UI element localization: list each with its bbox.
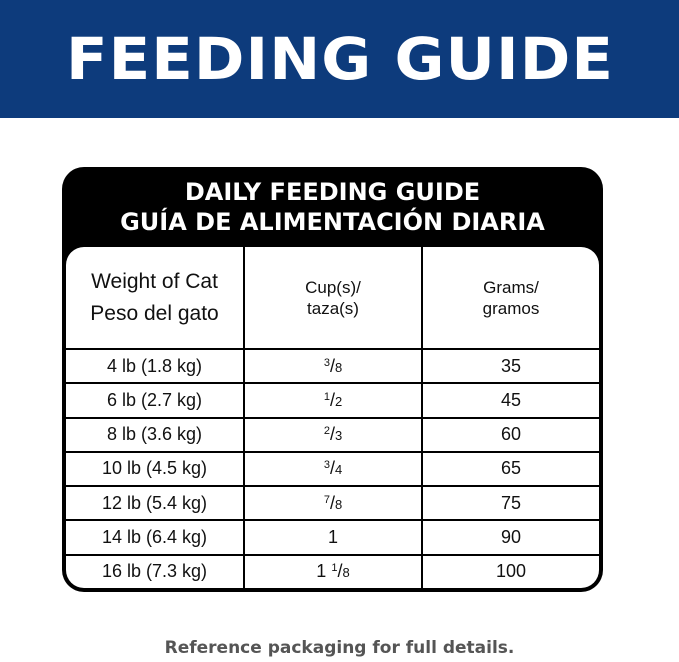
weight-cell: 12 lb (5.4 kg) xyxy=(66,485,245,522)
grams-cell: 90 xyxy=(421,519,599,556)
cups-cell: 1 1/8 xyxy=(243,553,423,588)
grams-cell: 45 xyxy=(421,382,599,419)
table-row: 10 lb (4.5 kg) 3/4 65 xyxy=(66,450,599,488)
header-grams-es: gramos xyxy=(482,298,540,318)
grams-cell: 75 xyxy=(421,485,599,522)
table-row: 12 lb (5.4 kg) 7/8 75 xyxy=(66,485,599,522)
cups-cell: 7/8 xyxy=(243,485,423,522)
weight-cell: 8 lb (3.6 kg) xyxy=(66,416,245,453)
banner: FEEDING GUIDE xyxy=(0,0,679,118)
feeding-guide-table: DAILY FEEDING GUIDE GUÍA DE ALIMENTACIÓN… xyxy=(62,167,603,592)
table-title-en: DAILY FEEDING GUIDE xyxy=(184,178,481,206)
table-title: DAILY FEEDING GUIDE GUÍA DE ALIMENTACIÓN… xyxy=(62,177,603,237)
grams-cell: 35 xyxy=(421,347,599,385)
weight-cell: 4 lb (1.8 kg) xyxy=(66,347,245,385)
header-row: Weight of Cat Peso del gato Cup(s)/ taza… xyxy=(66,247,599,350)
header-weight: Weight of Cat Peso del gato xyxy=(66,247,245,350)
header-cups: Cup(s)/ taza(s) xyxy=(243,247,423,350)
cups-numerator: 3 xyxy=(323,356,330,369)
table-title-es: GUÍA DE ALIMENTACIÓN DIARIA xyxy=(120,208,545,236)
banner-title: FEEDING GUIDE xyxy=(65,25,614,93)
cups-whole: 1 xyxy=(316,561,332,582)
cups-cell: 1 xyxy=(243,519,423,556)
header-cups-en: Cup(s)/ xyxy=(305,277,361,297)
cups-cell: 1/2 xyxy=(243,382,423,419)
table-body: Weight of Cat Peso del gato Cup(s)/ taza… xyxy=(66,247,599,588)
table-row: 16 lb (7.3 kg) 1 1/8 100 xyxy=(66,553,599,588)
cups-denominator: 4 xyxy=(334,462,343,478)
cups-numerator: 2 xyxy=(323,425,330,438)
cups-numerator: 3 xyxy=(323,459,330,472)
header-cups-es: taza(s) xyxy=(307,298,359,318)
cups-numerator: 1 xyxy=(323,390,330,403)
grams-cell: 60 xyxy=(421,416,599,453)
weight-cell: 10 lb (4.5 kg) xyxy=(66,450,245,488)
grams-cell: 100 xyxy=(421,553,599,588)
cups-cell: 3/8 xyxy=(243,347,423,385)
header-grams: Grams/ gramos xyxy=(421,247,599,350)
cups-numerator: 7 xyxy=(323,493,330,506)
cups-numerator: 1 xyxy=(331,562,338,575)
cups-denominator: 8 xyxy=(334,359,343,375)
weight-cell: 16 lb (7.3 kg) xyxy=(66,553,245,588)
header-weight-en: Weight of Cat xyxy=(91,269,218,293)
table-row: 4 lb (1.8 kg) 3/8 35 xyxy=(66,347,599,385)
table-row: 8 lb (3.6 kg) 2/3 60 xyxy=(66,416,599,453)
table-row: 6 lb (2.7 kg) 1/2 45 xyxy=(66,382,599,419)
cups-denominator: 2 xyxy=(334,393,343,409)
cups-denominator: 3 xyxy=(334,428,343,444)
table-row: 14 lb (6.4 kg) 1 90 xyxy=(66,519,599,556)
cups-cell: 3/4 xyxy=(243,450,423,488)
weight-cell: 6 lb (2.7 kg) xyxy=(66,382,245,419)
header-grams-en: Grams/ xyxy=(483,277,539,297)
cups-denominator: 8 xyxy=(342,565,350,581)
grams-cell: 65 xyxy=(421,450,599,488)
cups-whole: 1 xyxy=(327,527,338,548)
footer-note: Reference packaging for full details. xyxy=(164,638,515,658)
cups-denominator: 8 xyxy=(334,496,343,512)
header-weight-es: Peso del gato xyxy=(90,301,219,325)
weight-cell: 14 lb (6.4 kg) xyxy=(66,519,245,556)
cups-cell: 2/3 xyxy=(243,416,423,453)
